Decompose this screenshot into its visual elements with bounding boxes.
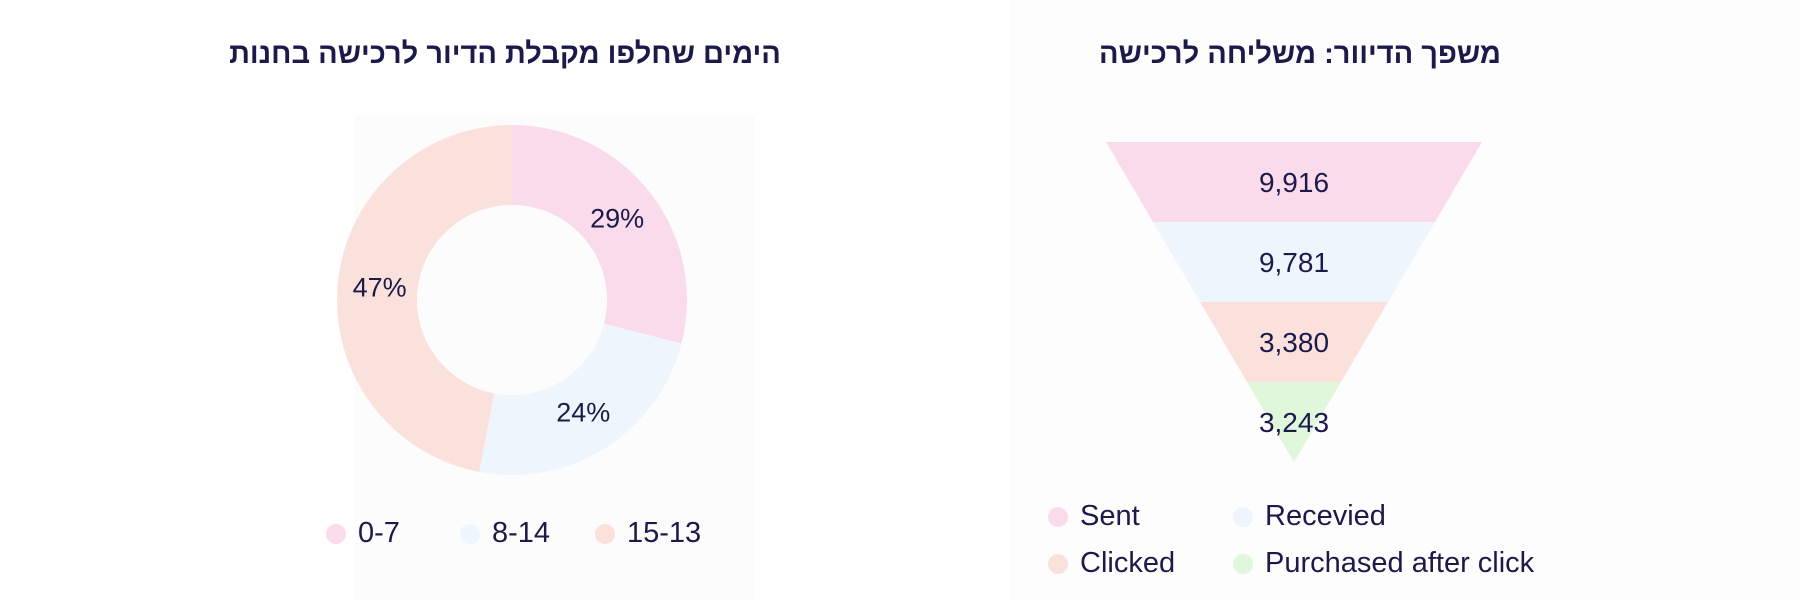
funnel-stage-purchased-after-click	[1247, 382, 1341, 462]
mailing-funnel-panel: משפך הדיוור: משליחה לרכישה 9,916 9,781 3,3…	[1010, 0, 1800, 600]
donut-slice-label-8-14: 24%	[556, 397, 610, 427]
funnel-stage-value-recevied: 9,781	[1259, 247, 1329, 278]
donut-legend-item-8-14: 8-14	[460, 517, 550, 550]
donut-slice-8-14	[479, 323, 682, 475]
legend-dot-icon	[460, 523, 480, 544]
legend-dot-icon	[326, 523, 346, 544]
donut-slice-label-0-7: 29%	[590, 203, 644, 233]
funnel-legend-item-purchased-after-click: Purchased after click	[1233, 547, 1534, 580]
legend-dot-icon	[1048, 506, 1068, 527]
legend-dot-icon	[595, 523, 615, 544]
funnel-legend-label: Sent	[1080, 500, 1140, 532]
funnel-stage-value-sent: 9,916	[1259, 167, 1329, 198]
funnel-chart: 9,916 9,781 3,380 3,243	[1106, 142, 1482, 462]
donut-legend-item-0-7: 0-7	[326, 517, 400, 550]
funnel-chart-title: משפך הדיוור: משליחה לרכישה	[1099, 38, 1501, 70]
donut-slice-label-15-13: 47%	[353, 272, 407, 302]
donut-chart-title: הימים שחלפו מקבלת הדיור לרכישה בחנות	[229, 38, 781, 70]
funnel-stage-sent	[1106, 142, 1482, 222]
legend-dot-icon	[1233, 506, 1253, 527]
funnel-stage-clicked	[1200, 302, 1388, 382]
funnel-legend-item-sent: Sent	[1048, 500, 1140, 533]
legend-dot-icon	[1233, 553, 1253, 574]
funnel-legend-label: Purchased after click	[1265, 547, 1535, 579]
donut-legend-label: 0-7	[358, 517, 400, 549]
donut-legend-label: 8-14	[492, 517, 551, 549]
funnel-legend-item-clicked: Clicked	[1048, 547, 1175, 580]
donut-legend-label: 15-13	[627, 517, 702, 549]
donut-legend-item-15-13: 15-13	[595, 517, 701, 550]
legend-dot-icon	[1048, 553, 1068, 574]
days-to-purchase-panel: הימים שחלפו מקבלת הדיור לרכישה בחנות 29%…	[229, 38, 781, 550]
funnel-legend-label: Recevied	[1265, 500, 1386, 532]
funnel-legend-item-recevied: Recevied	[1233, 500, 1386, 533]
donut-slice-15-13	[336, 124, 512, 472]
funnel-stage-value-purchased-after-click: 3,243	[1259, 407, 1329, 438]
funnel-stage-recevied	[1153, 222, 1435, 302]
funnel-legend-label: Clicked	[1080, 547, 1176, 579]
donut-chart: 29% 24% 47%	[336, 124, 687, 475]
donut-slice-0-7	[512, 125, 687, 344]
funnel-stage-value-clicked: 3,380	[1259, 327, 1329, 358]
